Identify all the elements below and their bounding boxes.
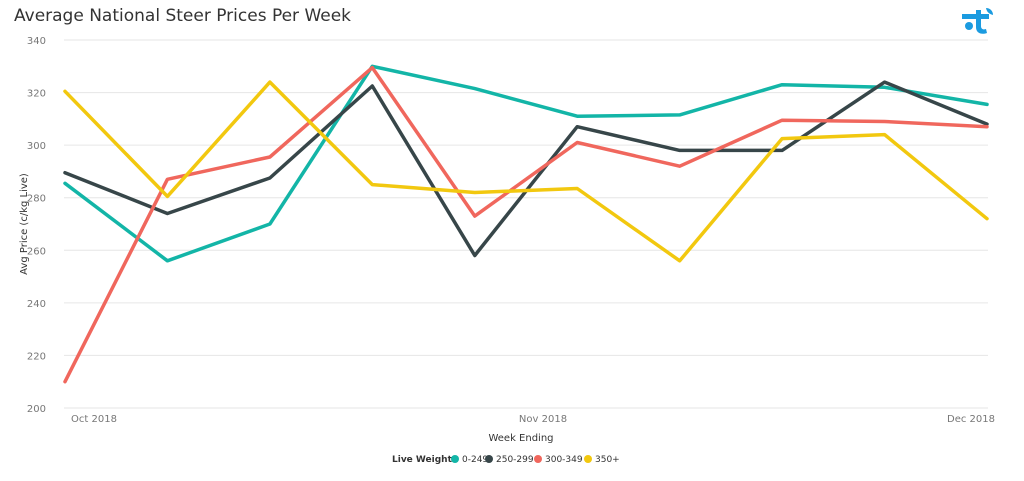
x-axis-ticks: Oct 2018 Nov 2018 Dec 2018: [71, 414, 995, 425]
series-line-250-299: [63, 80, 989, 258]
series-line-0-249: [63, 64, 989, 263]
legend-entry: 0-249: [462, 455, 488, 465]
y-axis-ticks: 200 220 240 260 280 300 320 340: [27, 36, 46, 415]
chart-title: Average National Steer Prices Per Week: [14, 6, 352, 26]
y-tick-label: 320: [27, 89, 46, 100]
legend-title: Live Weight: [392, 455, 453, 465]
x-tick-label: Oct 2018: [71, 414, 117, 425]
x-tick-label: Nov 2018: [519, 414, 567, 425]
legend-entry: 300-349: [545, 455, 583, 465]
legend-marker: [451, 455, 459, 463]
y-tick-label: 200: [27, 404, 46, 415]
legend-entry: 250-299: [496, 455, 534, 465]
y-axis-label: Avg Price (c/kg Live): [19, 173, 30, 275]
legend-marker: [534, 455, 542, 463]
y-tick-label: 280: [27, 194, 46, 205]
series-line-350+: [63, 80, 989, 263]
legend-marker: [584, 455, 592, 463]
y-tick-label: 260: [27, 246, 46, 257]
series-line-300-349: [63, 65, 989, 384]
y-tick-label: 240: [27, 299, 46, 310]
x-axis-label: Week Ending: [488, 433, 553, 444]
y-tick-label: 340: [27, 36, 46, 47]
y-tick-label: 300: [27, 141, 46, 152]
grid-lines: [64, 39, 988, 409]
legend-entry: 350+: [595, 455, 620, 465]
x-tick-label: Dec 2018: [947, 414, 995, 425]
legend-marker: [485, 455, 493, 463]
series-lines: [63, 64, 989, 384]
legend: Live Weight 0-249 250-299 300-349 350+: [392, 455, 620, 465]
brand-logo-icon: [962, 8, 993, 34]
y-tick-label: 220: [27, 351, 46, 362]
